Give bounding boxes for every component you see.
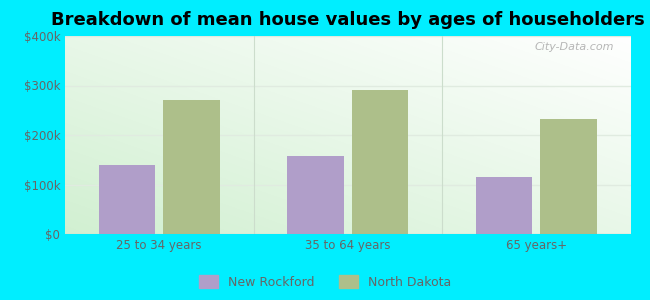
Bar — [476, 177, 532, 234]
Bar — [540, 119, 597, 234]
Text: City-Data.com: City-Data.com — [534, 42, 614, 52]
Bar — [287, 156, 344, 234]
Bar — [163, 100, 220, 234]
Bar — [99, 165, 155, 234]
Bar — [352, 90, 408, 234]
Legend: New Rockford, North Dakota: New Rockford, North Dakota — [194, 270, 456, 294]
Title: Breakdown of mean house values by ages of householders: Breakdown of mean house values by ages o… — [51, 11, 645, 29]
